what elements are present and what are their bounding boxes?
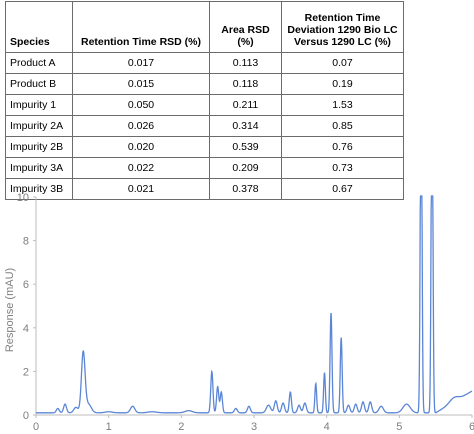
chromatogram-chart: 0 2 4 6 8 10 0 1 2 3 4 5 6 Response (mAU) bbox=[4, 192, 474, 433]
table-row: Impurity 3B 0.021 0.378 0.67 bbox=[5, 178, 404, 200]
value-cell: 0.67 bbox=[281, 178, 404, 200]
x-tick-label: 2 bbox=[178, 421, 184, 433]
species-cell: Impurity 3A bbox=[5, 157, 73, 179]
y-tick-label: 6 bbox=[23, 279, 29, 291]
value-cell: 0.19 bbox=[281, 73, 404, 95]
x-tick-label: 0 bbox=[33, 421, 39, 433]
y-tick-label: 4 bbox=[23, 323, 29, 335]
y-tick-label: 8 bbox=[23, 236, 29, 248]
y-tick-label: 2 bbox=[23, 366, 29, 378]
value-cell: 0.118 bbox=[209, 73, 282, 95]
species-cell: Impurity 2B bbox=[5, 136, 73, 158]
value-cell: 0.07 bbox=[281, 52, 404, 74]
value-cell: 0.050 bbox=[72, 94, 210, 116]
y-axis-title: Response (mAU) bbox=[4, 268, 16, 352]
value-cell: 0.209 bbox=[209, 157, 282, 179]
value-cell: 0.113 bbox=[209, 52, 282, 74]
x-tick-label: 6 bbox=[469, 421, 474, 433]
value-cell: 0.378 bbox=[209, 178, 282, 200]
species-cell: Product B bbox=[5, 73, 73, 95]
results-table: Species Retention Time RSD (%) Area RSD … bbox=[5, 1, 404, 200]
x-tick-label: 1 bbox=[106, 421, 112, 433]
table-row: Impurity 3A 0.022 0.209 0.73 bbox=[5, 157, 404, 179]
header-area-rsd: Area RSD (%) bbox=[209, 1, 282, 53]
header-retention-time-deviation: Retention Time Deviation 1290 Bio LC Ver… bbox=[281, 1, 404, 53]
value-cell: 0.85 bbox=[281, 115, 404, 137]
value-cell: 0.314 bbox=[209, 115, 282, 137]
value-cell: 0.76 bbox=[281, 136, 404, 158]
x-tick-label: 3 bbox=[251, 421, 257, 433]
table-header-row: Species Retention Time RSD (%) Area RSD … bbox=[5, 1, 404, 53]
chart-axes: 0 2 4 6 8 10 0 1 2 3 4 5 6 bbox=[17, 192, 474, 433]
species-cell: Impurity 2A bbox=[5, 115, 73, 137]
value-cell: 0.211 bbox=[209, 94, 282, 116]
species-cell: Product A bbox=[5, 52, 73, 74]
value-cell: 0.73 bbox=[281, 157, 404, 179]
value-cell: 1.53 bbox=[281, 94, 404, 116]
x-tick-label: 5 bbox=[396, 421, 402, 433]
table-row: Impurity 2A 0.026 0.314 0.85 bbox=[5, 115, 404, 137]
value-cell: 0.026 bbox=[72, 115, 210, 137]
header-retention-time-rsd: Retention Time RSD (%) bbox=[72, 1, 210, 53]
table-row: Impurity 1 0.050 0.211 1.53 bbox=[5, 94, 404, 116]
y-tick-label: 10 bbox=[17, 192, 29, 204]
results-table-container: Species Retention Time RSD (%) Area RSD … bbox=[5, 1, 404, 200]
header-species: Species bbox=[5, 1, 73, 53]
table-row: Product B 0.015 0.118 0.19 bbox=[5, 73, 404, 95]
value-cell: 0.017 bbox=[72, 52, 210, 74]
value-cell: 0.020 bbox=[72, 136, 210, 158]
species-cell: Impurity 1 bbox=[5, 94, 73, 116]
y-tick-label: 0 bbox=[23, 410, 29, 422]
table-row: Impurity 2B 0.020 0.539 0.76 bbox=[5, 136, 404, 158]
species-cell: Impurity 3B bbox=[5, 178, 73, 200]
value-cell: 0.539 bbox=[209, 136, 282, 158]
x-tick-label: 4 bbox=[324, 421, 330, 433]
chromatogram-trace bbox=[36, 195, 473, 414]
table-row: Product A 0.017 0.113 0.07 bbox=[5, 52, 404, 74]
value-cell: 0.015 bbox=[72, 73, 210, 95]
value-cell: 0.022 bbox=[72, 157, 210, 179]
